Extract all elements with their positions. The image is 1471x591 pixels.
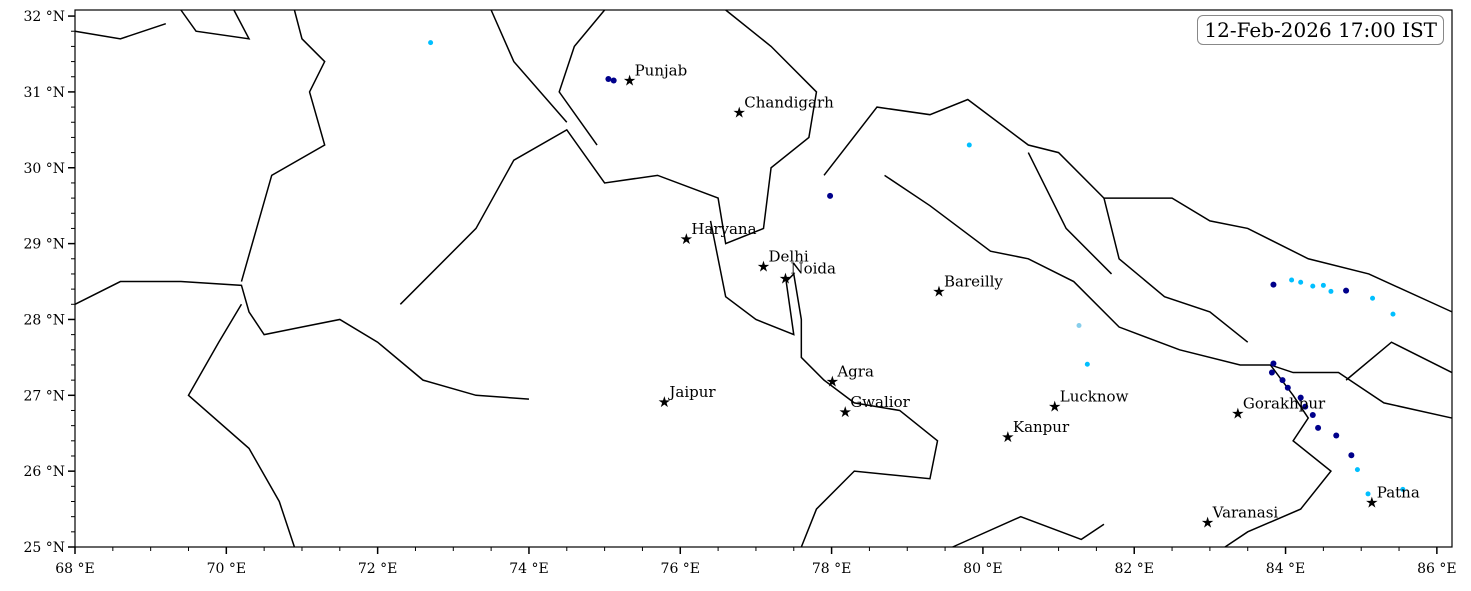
city-star-icon: ★ <box>623 72 636 90</box>
echo-point <box>1289 277 1295 283</box>
x-tick-label: 78 °E <box>812 561 851 577</box>
boundary-line <box>180 9 251 40</box>
echo-point <box>605 76 612 83</box>
echo-point <box>1270 281 1277 288</box>
city-star-icon: ★ <box>1001 428 1014 446</box>
city-label: Chandigarh <box>744 93 834 111</box>
echo-point <box>1302 403 1309 410</box>
x-tick-label: 68 °E <box>55 561 94 577</box>
echo-point <box>1268 369 1275 376</box>
boundary-line <box>1224 364 1332 548</box>
city-star-icon: ★ <box>1231 405 1244 423</box>
map-frame <box>74 9 1453 548</box>
city-star-icon: ★ <box>733 103 746 121</box>
boundary-line <box>490 9 568 123</box>
boundary-line <box>1345 341 1453 381</box>
city-star-icon: ★ <box>779 270 792 288</box>
city-label: Kanpur <box>1013 418 1070 436</box>
city-label: Delhi <box>769 247 809 265</box>
echo-point <box>1320 282 1326 288</box>
city-label: Varanasi <box>1212 504 1279 522</box>
boundary-line <box>709 220 939 548</box>
boundary-line <box>823 98 1453 313</box>
city-label: Punjab <box>635 62 688 80</box>
boundary-line <box>399 9 818 305</box>
echo-point <box>1343 287 1350 294</box>
echo-point <box>1284 384 1291 391</box>
echo-point <box>1365 491 1371 497</box>
x-tick-label: 84 °E <box>1266 561 1305 577</box>
x-tick-label: 76 °E <box>661 561 700 577</box>
x-tick-label: 70 °E <box>207 561 246 577</box>
y-tick-label: 30 °N <box>23 161 65 177</box>
echo-point <box>1270 360 1277 367</box>
city-star-icon: ★ <box>1048 398 1061 416</box>
state-boundaries <box>74 9 1453 548</box>
echo-point <box>1297 394 1304 401</box>
timestamp-label: 12-Feb-2026 17:00 IST <box>1197 15 1444 45</box>
echo-point <box>1084 361 1090 367</box>
echo-point <box>827 192 834 199</box>
boundary-line <box>187 303 296 548</box>
city-label: Haryana <box>691 220 756 238</box>
city-label: Jaipur <box>667 383 716 401</box>
y-tick-label: 32 °N <box>23 9 65 25</box>
x-tick-label: 86 °E <box>1417 561 1456 577</box>
echo-point <box>966 142 972 148</box>
x-tick-label: 82 °E <box>1114 561 1153 577</box>
x-tick-label: 72 °E <box>358 561 397 577</box>
echo-point <box>1298 279 1304 285</box>
echo-point <box>428 40 434 46</box>
boundary-line <box>884 174 1453 419</box>
y-tick-label: 25 °N <box>23 540 65 556</box>
y-tick-label: 29 °N <box>23 237 65 253</box>
x-tick-label: 80 °E <box>963 561 1002 577</box>
echo-point <box>1400 486 1406 492</box>
city-markers: ★Punjab★Chandigarh★Haryana★Delhi★Noida★B… <box>623 62 1420 532</box>
city-label: Bareilly <box>944 272 1003 290</box>
boundary-line <box>74 22 167 40</box>
boundary-line <box>240 9 326 282</box>
city-star-icon: ★ <box>1201 514 1214 532</box>
echo-point <box>1370 295 1376 301</box>
y-tick-label: 26 °N <box>23 464 65 480</box>
echo-point <box>1076 323 1082 329</box>
city-star-icon: ★ <box>932 282 945 300</box>
y-tick-label: 31 °N <box>23 85 65 101</box>
boundary-line <box>952 515 1105 548</box>
city-star-icon: ★ <box>838 403 851 421</box>
radar-echoes <box>428 40 1406 497</box>
city-label: Agra <box>836 363 874 381</box>
echo-point <box>610 77 617 84</box>
y-tick-label: 27 °N <box>23 388 65 404</box>
city-star-icon: ★ <box>658 393 671 411</box>
city-label: Lucknow <box>1060 388 1129 406</box>
y-tick-label: 28 °N <box>23 312 65 328</box>
echo-point <box>1309 412 1316 419</box>
city-label: Gwalior <box>850 393 910 411</box>
city-label: Patna <box>1377 483 1420 501</box>
city-star-icon: ★ <box>680 230 693 248</box>
echo-point <box>1333 432 1340 439</box>
city-star-icon: ★ <box>1365 493 1378 511</box>
city-star-icon: ★ <box>757 257 770 275</box>
city-star-icon: ★ <box>826 373 839 391</box>
axes: 68 °E 70 °E 72 °E 74 °E 76 °E 78 °E 80 °E 82 °E… <box>23 9 1456 577</box>
x-tick-label: 74 °E <box>509 561 548 577</box>
echo-point <box>1348 452 1355 459</box>
city-label: Gorakhpur <box>1243 395 1326 413</box>
echo-point <box>1310 283 1316 289</box>
boundary-line <box>1103 197 1249 343</box>
echo-point <box>1328 288 1334 294</box>
echo-point <box>1315 424 1322 431</box>
boundary-line <box>74 280 530 400</box>
city-label: Noida <box>790 260 836 278</box>
boundary-line <box>558 9 606 146</box>
echo-point <box>1279 377 1286 384</box>
boundary-line <box>1027 152 1113 275</box>
echo-point <box>1390 311 1396 317</box>
echo-point <box>1354 467 1360 473</box>
